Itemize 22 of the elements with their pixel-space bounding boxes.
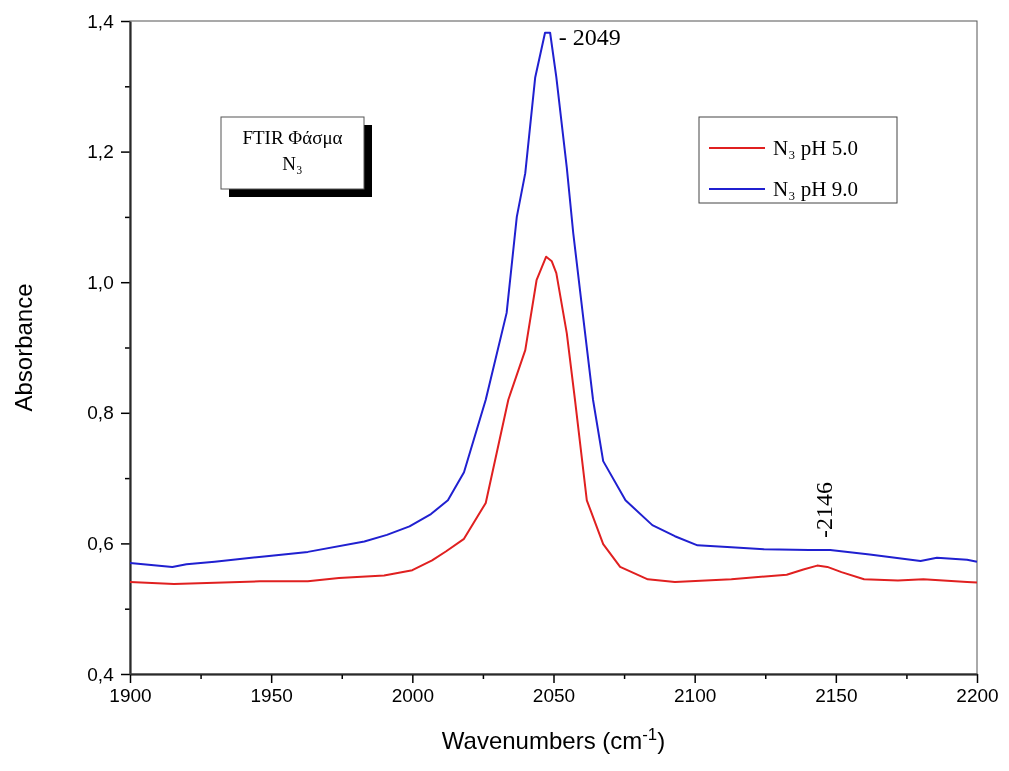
line-series	[129, 255, 978, 585]
x-tick-label: 2050	[532, 684, 576, 706]
x-tick-label: 2150	[815, 684, 858, 706]
x-tick-label: 2000	[391, 684, 434, 706]
legend-label: N₃ pH 5.0	[773, 136, 858, 160]
line-series	[129, 31, 978, 568]
annotation: - 2049	[558, 23, 621, 50]
y-tick-label: 1,4	[87, 10, 115, 32]
x-tick-label: 2200	[956, 684, 999, 706]
x-tick-label: 1950	[250, 684, 293, 706]
legend-label: N₃ pH 9.0	[773, 177, 858, 201]
y-tick-label: 1,2	[87, 141, 114, 163]
x-tick-label: 2100	[674, 684, 717, 706]
annotation: FTIR Φάσμα N₃	[242, 127, 343, 174]
x-axis-title: Wavenumbers (cm$^{-1}$)	[441, 724, 666, 754]
y-tick-label: 0,4	[87, 663, 115, 685]
y-tick-label: 1,0	[87, 271, 114, 293]
annotation: -2146	[810, 481, 837, 538]
y-tick-label: 0,6	[87, 532, 114, 554]
y-axis-title: Absorbance	[10, 283, 37, 412]
x-tick-label: 1900	[109, 684, 152, 706]
y-tick-label: 0,8	[87, 402, 114, 424]
